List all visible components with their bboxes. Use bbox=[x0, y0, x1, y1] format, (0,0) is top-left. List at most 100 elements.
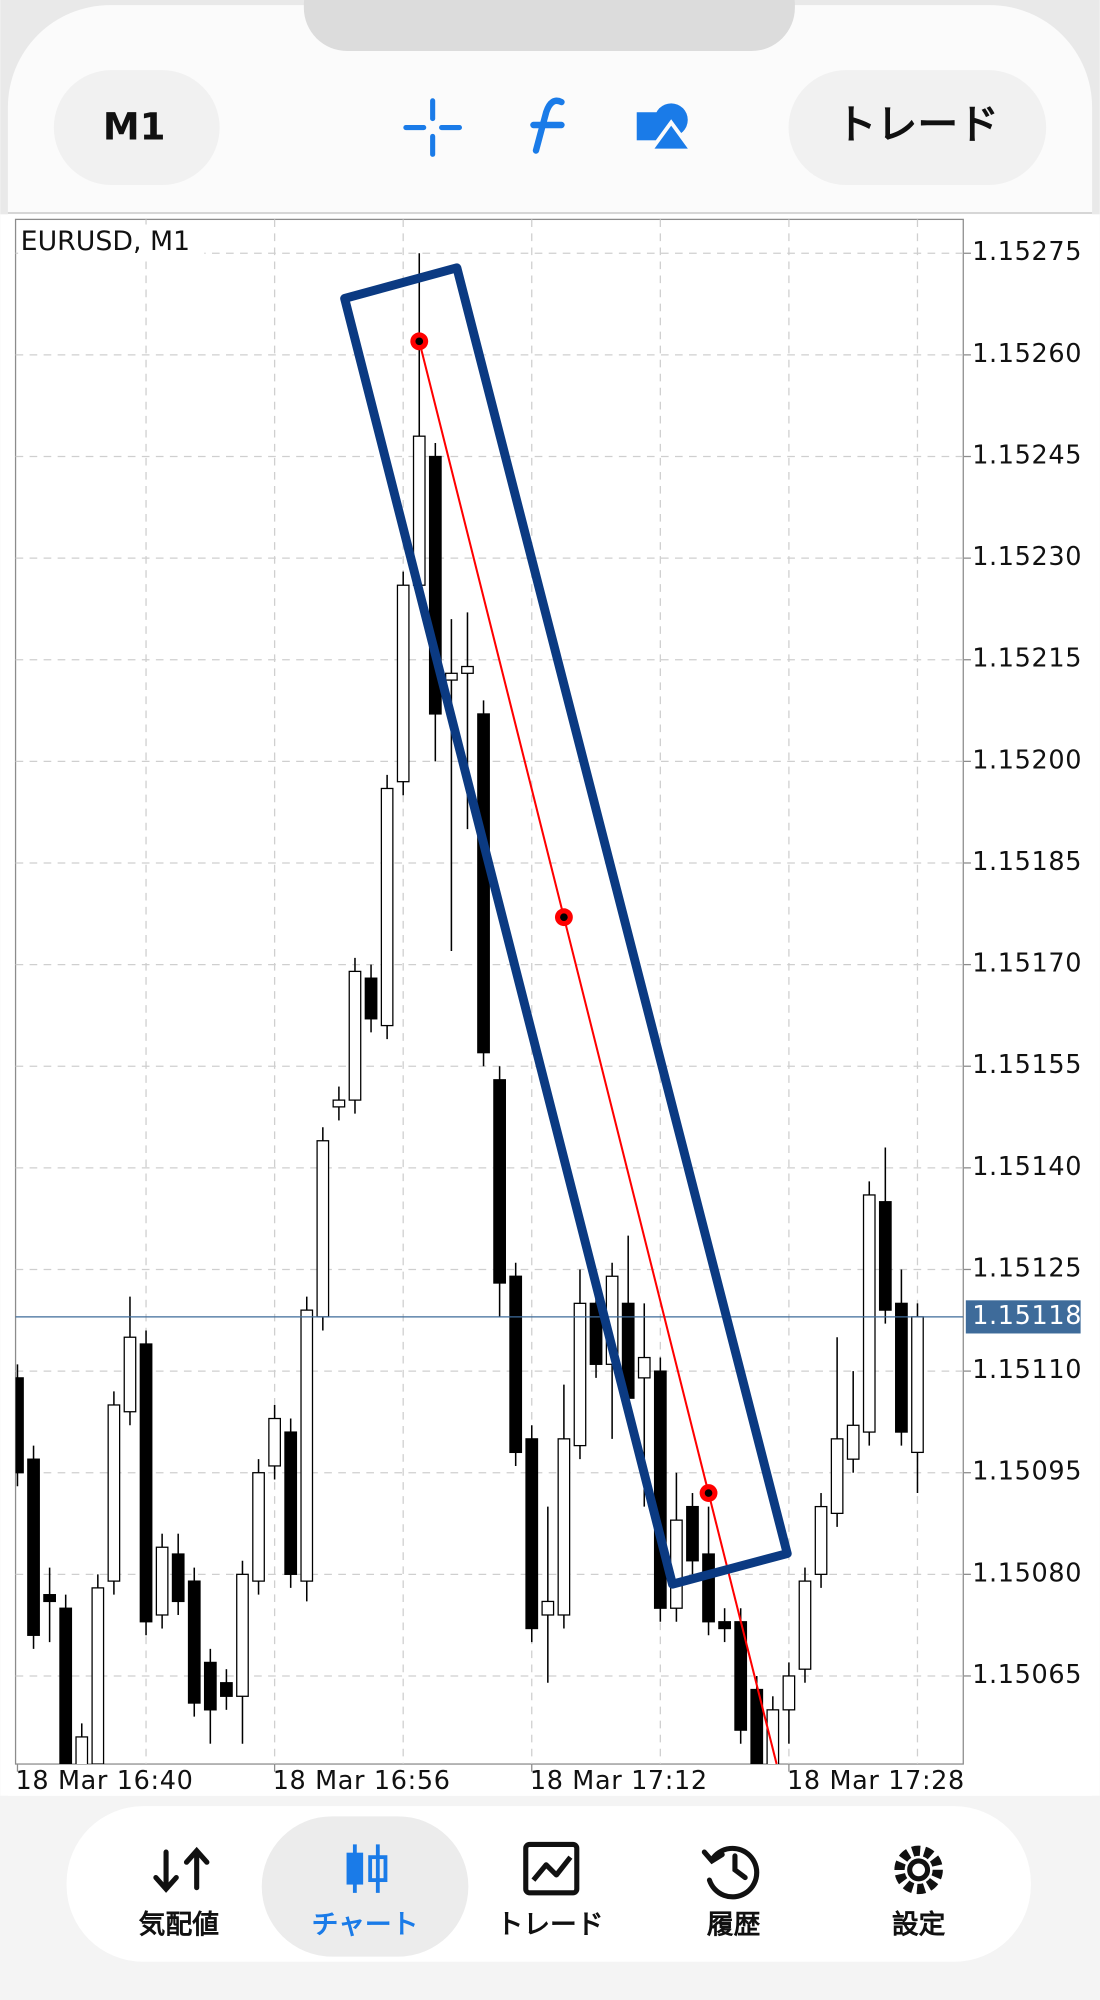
y-tick-label: 1.15080 bbox=[972, 1558, 1082, 1588]
candle-body-down bbox=[139, 1343, 153, 1623]
y-tick-label: 1.15065 bbox=[972, 1660, 1082, 1690]
nav-active-highlight bbox=[261, 1816, 469, 1957]
candle-body-down bbox=[43, 1594, 56, 1603]
candle-body-up bbox=[348, 970, 362, 1101]
trade-button-label[interactable]: トレード bbox=[836, 101, 999, 149]
candle-body-down bbox=[15, 1377, 24, 1474]
title-background bbox=[18, 224, 205, 261]
candle-body-up bbox=[911, 1316, 924, 1454]
candle-body-down bbox=[364, 977, 378, 1020]
nav-label[interactable]: 設定 bbox=[892, 1909, 946, 1941]
candle-body-up bbox=[846, 1424, 860, 1460]
trendline-anchor-center bbox=[704, 1489, 713, 1497]
y-tick-label: 1.15155 bbox=[972, 1050, 1082, 1080]
settings-icon-gear bbox=[894, 1845, 943, 1895]
y-tick-label: 1.15245 bbox=[972, 441, 1082, 471]
quotes-icon[interactable] bbox=[153, 1846, 210, 1893]
candle-body-up bbox=[445, 672, 458, 681]
trade-icon-frame bbox=[523, 1841, 580, 1896]
candle-body-up bbox=[123, 1336, 137, 1413]
candle-body-up bbox=[107, 1404, 121, 1582]
objects-icon[interactable] bbox=[636, 103, 696, 153]
y-tick-label: 1.15260 bbox=[972, 339, 1082, 369]
candle-body-down bbox=[878, 1201, 892, 1311]
candle-body-up bbox=[316, 1140, 330, 1318]
nav-icons bbox=[153, 1841, 943, 1900]
chart-icon[interactable] bbox=[346, 1844, 388, 1893]
candle-body-up bbox=[782, 1675, 796, 1711]
indicator-icon[interactable] bbox=[530, 97, 565, 154]
candle-body-down bbox=[589, 1302, 603, 1365]
timeframe-button[interactable] bbox=[53, 70, 220, 185]
candle-body-up bbox=[332, 1099, 346, 1108]
candle-body-up bbox=[637, 1356, 651, 1379]
trendline-anchor-center bbox=[415, 337, 424, 346]
candle-body-up bbox=[541, 1600, 555, 1616]
candle-body-down bbox=[171, 1553, 185, 1603]
trade-icon-line bbox=[531, 1855, 573, 1882]
settings-icon[interactable] bbox=[894, 1845, 943, 1895]
axes: 1.15275 1.15260 1.15245 1.15230 1.15215 1.152… bbox=[16, 237, 1082, 1796]
nav-label[interactable]: チャート bbox=[312, 1910, 419, 1941]
nav-label[interactable]: 履歴 bbox=[707, 1910, 761, 1941]
candle-body-up bbox=[268, 1417, 281, 1467]
current-price-badge bbox=[965, 1300, 1081, 1334]
history-icon-circle bbox=[706, 1845, 760, 1900]
candle-body-up bbox=[670, 1519, 683, 1609]
trade-button[interactable] bbox=[788, 70, 1047, 185]
candle-body-up bbox=[814, 1505, 828, 1575]
history-icon-hands bbox=[732, 1853, 748, 1881]
y-tick-label: 1.15140 bbox=[972, 1152, 1082, 1182]
trendline-ray bbox=[707, 1492, 778, 1765]
candle-body-down bbox=[220, 1682, 233, 1697]
candle-body-down bbox=[653, 1370, 667, 1609]
candles bbox=[15, 253, 924, 1765]
overlays bbox=[15, 332, 964, 1765]
y-tick-label: 1.15110 bbox=[972, 1355, 1082, 1385]
candle-body-down bbox=[750, 1688, 764, 1765]
trendline-anchor-center bbox=[560, 913, 568, 922]
history-icon-arrow bbox=[701, 1849, 725, 1865]
current-price-label: 1.15118 bbox=[972, 1301, 1082, 1331]
candle-body-up bbox=[396, 584, 410, 783]
candle-body-up bbox=[862, 1194, 876, 1433]
candle-body-down bbox=[509, 1275, 523, 1454]
candle-body-down bbox=[702, 1553, 715, 1623]
candle-body-down bbox=[27, 1458, 40, 1636]
candle-body-up bbox=[75, 1736, 89, 1765]
timeframe-label[interactable]: M1 bbox=[103, 105, 166, 148]
chart-icon-body bbox=[368, 1855, 388, 1883]
candle-body-down bbox=[187, 1580, 201, 1704]
candle-body-down bbox=[686, 1505, 699, 1562]
candle-body-up bbox=[380, 787, 394, 1027]
highlight-box bbox=[340, 263, 792, 1589]
candle-body-up bbox=[766, 1709, 780, 1765]
candle-body-down bbox=[284, 1431, 298, 1575]
x-tick-label: 18 Mar 16:40 bbox=[16, 1766, 194, 1796]
trade-icon[interactable] bbox=[523, 1841, 580, 1896]
candle-body-down bbox=[718, 1621, 731, 1630]
y-tick-label: 1.15230 bbox=[972, 542, 1082, 572]
candle-body-up bbox=[573, 1302, 587, 1447]
x-tick-label: 18 Mar 17:28 bbox=[787, 1766, 965, 1796]
candle-body-up bbox=[798, 1580, 812, 1670]
y-tick-label: 1.15185 bbox=[972, 847, 1082, 877]
candle-body-up bbox=[300, 1309, 314, 1582]
nav-labels: 気配値 チャート トレード 履歴 設定 bbox=[139, 1909, 946, 1941]
y-tick-label: 1.15170 bbox=[972, 949, 1082, 979]
candle-body-up bbox=[236, 1573, 249, 1697]
y-tick-label: 1.15215 bbox=[972, 644, 1082, 674]
candle-body-up bbox=[830, 1438, 844, 1515]
objects-triangle bbox=[647, 119, 696, 153]
candle-body-down bbox=[525, 1438, 539, 1630]
nav-label[interactable]: トレード bbox=[496, 1910, 603, 1941]
candle-body-down bbox=[59, 1607, 73, 1765]
candle-body-down bbox=[477, 713, 490, 1054]
nav-label[interactable]: 気配値 bbox=[139, 1909, 220, 1941]
history-icon[interactable] bbox=[701, 1845, 760, 1900]
y-tick-label: 1.15275 bbox=[972, 237, 1082, 267]
candle-body-down bbox=[493, 1079, 506, 1284]
crosshair-icon[interactable] bbox=[403, 98, 462, 157]
